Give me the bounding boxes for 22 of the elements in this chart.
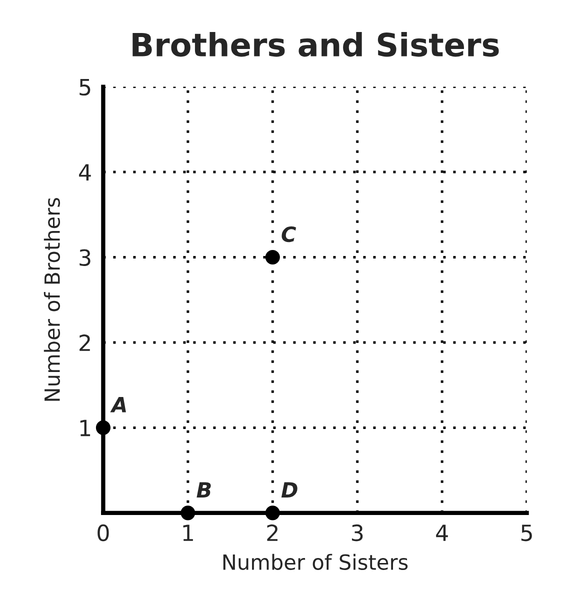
point [180, 506, 196, 520]
y-axis-title: Number of Brothers [44, 198, 60, 401]
annotation: C [282, 226, 296, 242]
x-tick-label: 3 [352, 524, 363, 542]
y-tick-label: 2 [80, 334, 90, 351]
y-tick-label: 3 [80, 249, 90, 266]
point [96, 420, 110, 435]
annotation: B [196, 482, 211, 498]
x-tick-label: 0 [98, 524, 109, 542]
x-tick-label: 4 [436, 524, 448, 541]
y-tick-label: 1 [80, 420, 90, 436]
annotation: A [110, 397, 126, 412]
annotation: D [281, 482, 298, 498]
point [265, 250, 280, 265]
chart-title: Brothers and Sisters [132, 32, 499, 57]
point [265, 506, 280, 520]
x-axis-title: Number of Sisters [223, 554, 408, 570]
x-tick-label: 1 [183, 524, 193, 541]
y-tick-label: 5 [80, 79, 90, 96]
x-tick-label: 5 [521, 524, 532, 542]
x-tick-label: 2 [267, 524, 278, 541]
y-tick-label: 4 [79, 164, 91, 180]
